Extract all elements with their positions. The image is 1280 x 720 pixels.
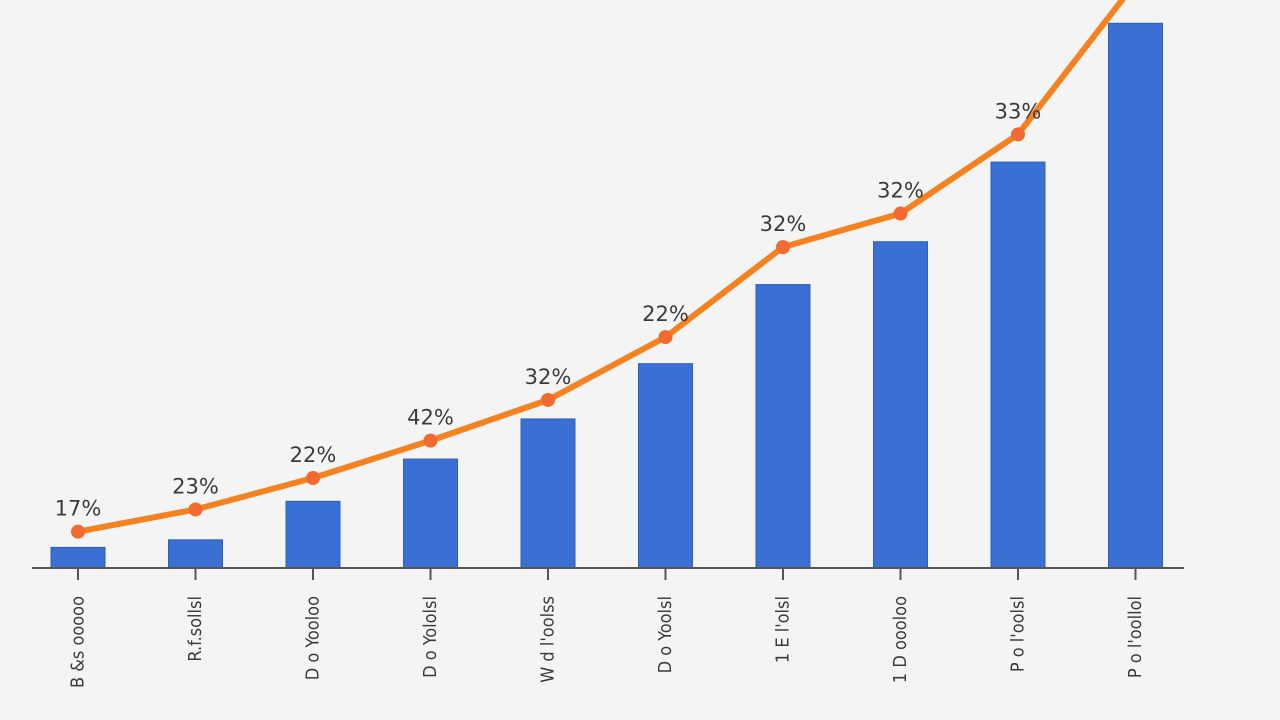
point-label: 22% xyxy=(290,443,337,467)
bar xyxy=(403,458,458,569)
line-marker xyxy=(423,433,438,448)
bar xyxy=(50,546,106,569)
point-label: 23% xyxy=(172,474,219,498)
line-series xyxy=(75,0,1126,535)
x-tick-label: D o Yololsl xyxy=(420,596,441,678)
bar xyxy=(990,161,1046,569)
point-label: 33% xyxy=(995,99,1042,123)
bar xyxy=(755,284,811,569)
line-markers xyxy=(71,127,1025,539)
point-label: 32% xyxy=(760,212,807,236)
x-tick-label: 1 E l'olsl xyxy=(773,596,794,663)
point-label: 32% xyxy=(877,179,924,203)
bar xyxy=(873,241,928,569)
line-marker xyxy=(776,240,790,255)
line-marker xyxy=(1011,127,1025,142)
x-tick-label: D o Yoolsl xyxy=(655,596,676,673)
line-point-labels: 17% 23% 22% 42% 32% 22% 32% 32% 33% xyxy=(55,99,1042,520)
point-label: 22% xyxy=(642,302,689,326)
bar xyxy=(520,418,576,569)
x-axis-tick-labels: B &s ooooo R.f.sollsl D o Yooloo D o Yolols… xyxy=(68,596,1147,688)
line-marker xyxy=(71,524,85,539)
line-marker xyxy=(658,330,673,345)
x-tick-label: D o Yooloo xyxy=(303,596,324,680)
bar xyxy=(638,363,693,569)
x-tick-label: P o l'oollol xyxy=(1125,596,1146,678)
point-label: 42% xyxy=(407,406,454,430)
line-marker xyxy=(188,502,203,517)
line-marker xyxy=(306,471,320,486)
x-tick-label: B &s ooooo xyxy=(68,596,89,688)
trend-line xyxy=(75,0,1126,535)
x-axis-ticks xyxy=(77,568,1137,580)
bar-series xyxy=(50,22,1163,569)
x-tick-label: P o l'oolsl xyxy=(1008,596,1029,672)
bar xyxy=(285,500,341,569)
x-tick-label: W d l'oolss xyxy=(538,596,559,683)
line-marker xyxy=(541,392,555,407)
point-label: 32% xyxy=(525,365,572,389)
x-tick-label: R.f.sollsl xyxy=(185,596,206,662)
x-tick-label: 1 D oooloo xyxy=(890,596,911,683)
line-marker xyxy=(893,206,908,221)
point-label: 17% xyxy=(55,497,102,521)
bar xyxy=(1108,22,1163,569)
bar xyxy=(168,539,223,569)
